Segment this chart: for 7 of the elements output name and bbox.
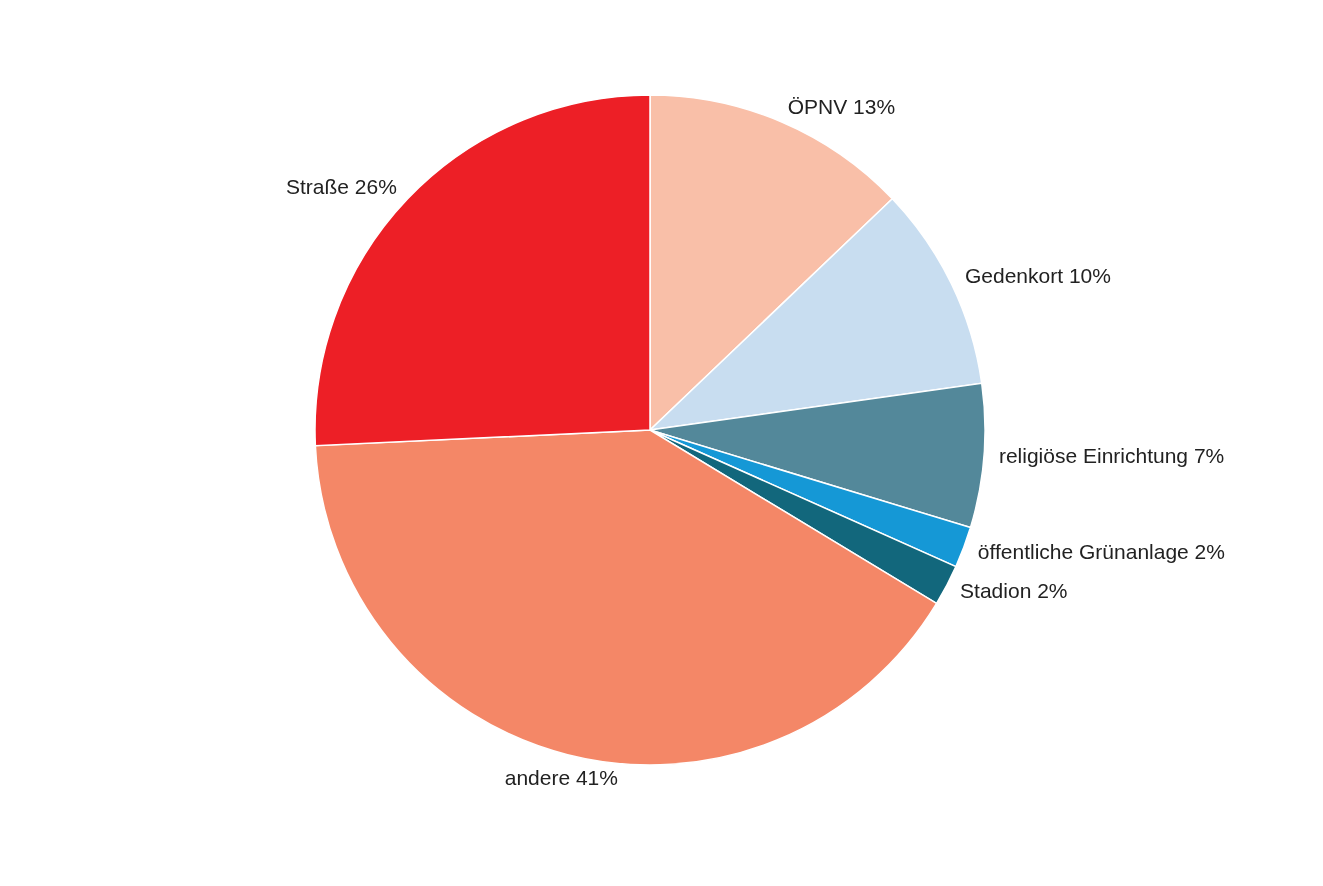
slice-label: ÖPNV 13%: [787, 95, 896, 119]
slice-label: andere 41%: [504, 765, 618, 789]
slice-label: Straße 26%: [285, 175, 397, 199]
slice-label: religiöse Einrichtung 7%: [998, 444, 1225, 468]
slice-label: Gedenkort 10%: [965, 264, 1111, 288]
slice-label: Stadion 2%: [960, 579, 1068, 603]
slice-label: öffentliche Grünanlage 2%: [977, 539, 1225, 563]
